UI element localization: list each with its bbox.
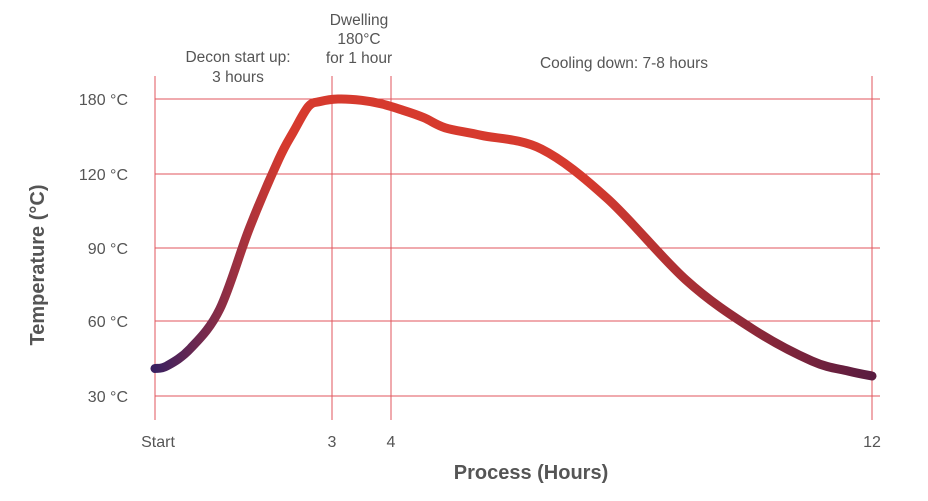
- y-axis-ticks: 30 °C 60 °C 90 °C 120 °C 180 °C: [79, 92, 128, 406]
- phase-annotation: Decon start up: 3 hours: [185, 49, 290, 86]
- y-tick-label: 90 °C: [88, 241, 128, 258]
- y-tick-label: 30 °C: [88, 389, 128, 406]
- phase-annotation-line: Cooling down: 7-8 hours: [540, 55, 708, 72]
- temperature-curve: [150, 94, 877, 381]
- y-tick-label: 120 °C: [79, 167, 128, 184]
- x-axis-title: Process (Hours): [454, 462, 609, 484]
- x-tick-label: 4: [387, 434, 396, 451]
- x-tick-label: Start: [141, 434, 175, 451]
- y-axis-title: Temperature (°C): [27, 185, 49, 346]
- x-tick-label: 3: [328, 434, 337, 451]
- temperature-series-line: [150, 94, 877, 381]
- phase-annotation: Cooling down: 7-8 hours: [540, 55, 708, 72]
- x-axis-ticks: Start 3 4 12: [141, 434, 881, 451]
- phase-annotations: Decon start up: 3 hours Dwelling 180°C for 1…: [185, 12, 708, 86]
- x-tick-label: 12: [863, 434, 881, 451]
- phase-annotation-line: 180°C: [337, 31, 380, 48]
- phase-annotation-line: for 1 hour: [326, 50, 392, 67]
- phase-annotation: Dwelling 180°C for 1 hour: [326, 12, 392, 67]
- phase-annotation-line: Decon start up:: [185, 49, 290, 66]
- phase-annotation-line: Dwelling: [330, 12, 389, 29]
- grid-lines: [154, 76, 880, 420]
- y-tick-label: 60 °C: [88, 314, 128, 331]
- y-tick-label: 180 °C: [79, 92, 128, 109]
- phase-annotation-line: 3 hours: [212, 69, 264, 86]
